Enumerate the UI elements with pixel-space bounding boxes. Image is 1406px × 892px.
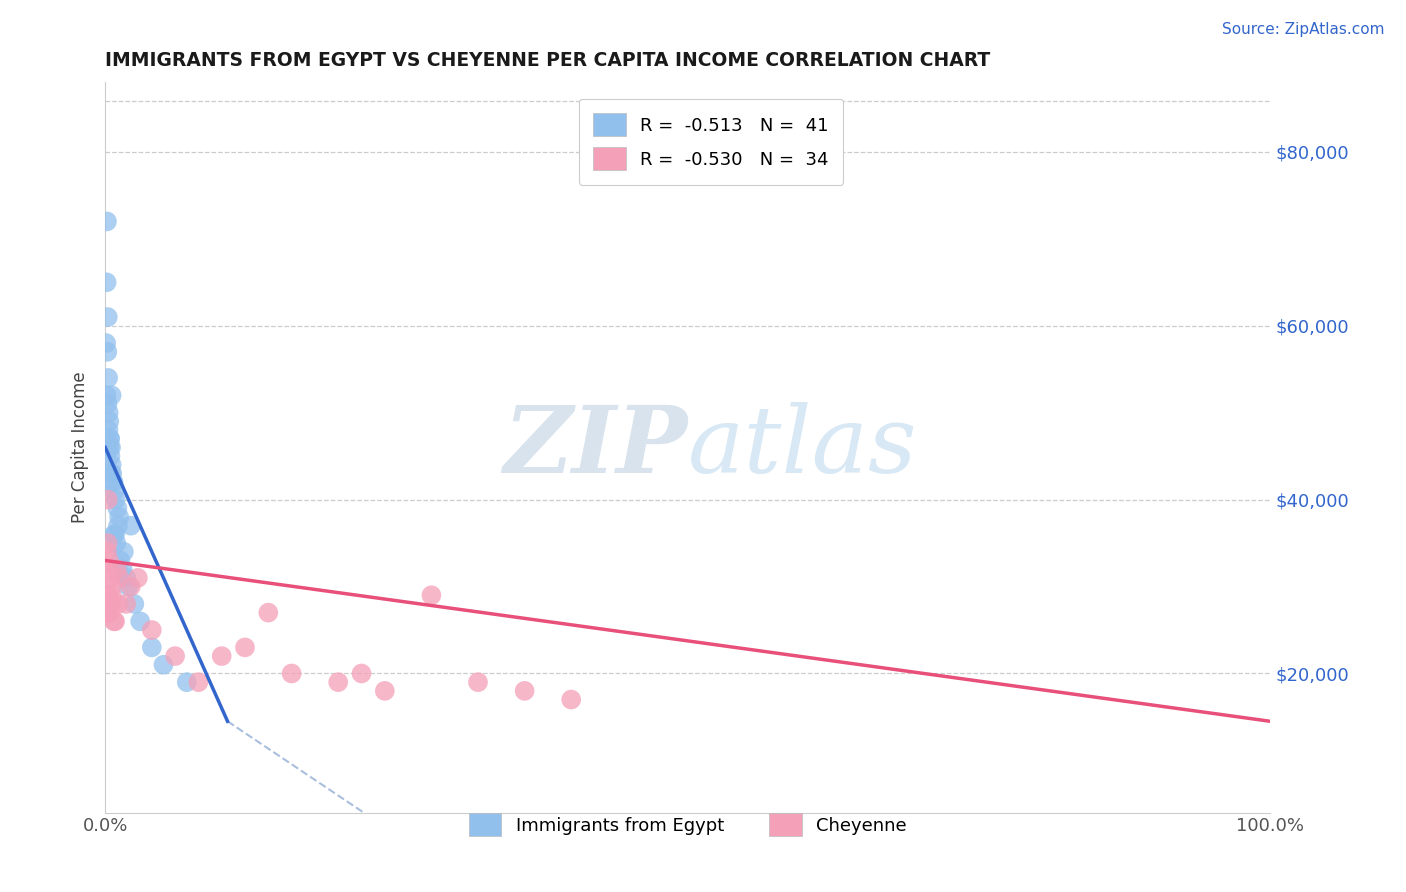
Point	[117, 580, 139, 594]
Point	[124, 597, 146, 611]
Y-axis label: Per Capita Income: Per Capita Income	[72, 372, 89, 524]
Text: Source: ZipAtlas.com: Source: ZipAtlas.com	[1222, 22, 1385, 37]
Point	[100, 597, 122, 611]
Point	[374, 684, 396, 698]
Point	[280, 666, 302, 681]
Point	[100, 388, 122, 402]
Point	[141, 623, 163, 637]
Point	[98, 432, 121, 446]
Point	[104, 492, 127, 507]
Point	[101, 475, 124, 490]
Point	[165, 649, 187, 664]
Point	[129, 615, 152, 629]
Point	[112, 545, 135, 559]
Point	[101, 467, 124, 481]
Point	[100, 441, 122, 455]
Point	[96, 397, 118, 411]
Point	[98, 606, 121, 620]
Point	[98, 441, 121, 455]
Point	[100, 449, 122, 463]
Point	[96, 214, 118, 228]
Legend: Immigrants from Egypt, Cheyenne: Immigrants from Egypt, Cheyenne	[461, 806, 914, 844]
Point	[103, 615, 125, 629]
Point	[100, 571, 122, 585]
Point	[120, 518, 142, 533]
Point	[420, 588, 443, 602]
Point	[115, 597, 138, 611]
Point	[98, 414, 121, 428]
Point	[97, 423, 120, 437]
Text: atlas: atlas	[688, 402, 917, 492]
Point	[100, 458, 122, 472]
Point	[103, 483, 125, 498]
Point	[141, 640, 163, 655]
Point	[96, 275, 118, 289]
Point	[127, 571, 149, 585]
Point	[105, 536, 128, 550]
Point	[107, 518, 129, 533]
Point	[100, 467, 122, 481]
Point	[328, 675, 350, 690]
Point	[115, 571, 138, 585]
Point	[107, 501, 129, 516]
Point	[105, 562, 128, 576]
Point	[97, 553, 120, 567]
Point	[96, 606, 118, 620]
Point	[101, 580, 124, 594]
Point	[176, 675, 198, 690]
Point	[120, 580, 142, 594]
Point	[103, 527, 125, 541]
Point	[97, 588, 120, 602]
Point	[100, 588, 122, 602]
Point	[94, 336, 117, 351]
Text: ZIP: ZIP	[503, 402, 688, 492]
Point	[152, 657, 174, 672]
Point	[97, 310, 120, 324]
Point	[108, 510, 131, 524]
Point	[97, 406, 120, 420]
Point	[187, 675, 209, 690]
Point	[97, 371, 120, 385]
Point	[104, 615, 127, 629]
Point	[513, 684, 536, 698]
Point	[467, 675, 489, 690]
Point	[107, 597, 129, 611]
Point	[560, 692, 582, 706]
Text: IMMIGRANTS FROM EGYPT VS CHEYENNE PER CAPITA INCOME CORRELATION CHART: IMMIGRANTS FROM EGYPT VS CHEYENNE PER CA…	[105, 51, 990, 70]
Point	[96, 388, 118, 402]
Point	[98, 562, 121, 576]
Point	[96, 536, 118, 550]
Point	[96, 545, 118, 559]
Point	[108, 571, 131, 585]
Point	[103, 475, 125, 490]
Point	[96, 344, 118, 359]
Point	[211, 649, 233, 664]
Point	[111, 562, 134, 576]
Point	[97, 492, 120, 507]
Point	[350, 666, 373, 681]
Point	[233, 640, 256, 655]
Point	[257, 606, 280, 620]
Point	[110, 553, 132, 567]
Point	[98, 432, 121, 446]
Point	[104, 527, 127, 541]
